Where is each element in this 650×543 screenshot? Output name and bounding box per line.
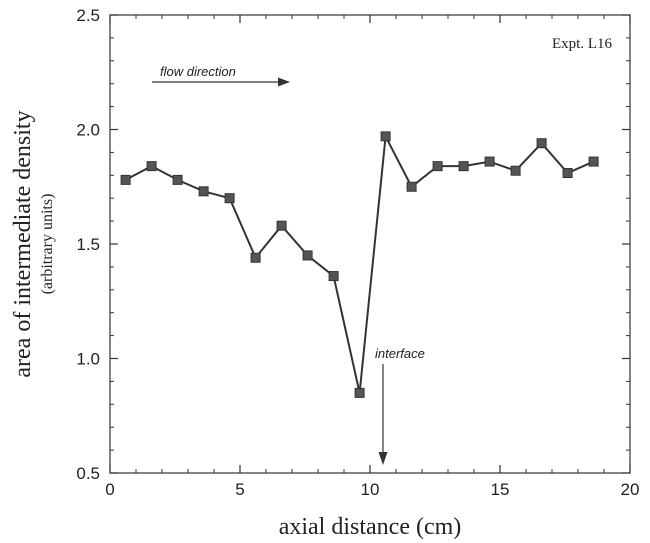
- flow-direction-label: flow direction: [160, 64, 236, 79]
- data-point: [536, 138, 547, 149]
- x-tick-label: 15: [491, 480, 510, 499]
- data-point: [328, 271, 339, 282]
- x-axis-title: axial distance (cm): [279, 514, 462, 540]
- data-point: [250, 252, 261, 263]
- data-point: [224, 193, 235, 204]
- data-point: [380, 131, 391, 142]
- data-point: [276, 220, 287, 231]
- x-tick-label: 0: [105, 480, 114, 499]
- y-axis-title: area of intermediate density: [10, 110, 36, 377]
- y-tick-label: 0.5: [76, 464, 100, 483]
- tick-labels: 0 5 10 15 20 0.5 1.0 1.5 2.0 2.5: [76, 6, 639, 499]
- series-markers: [120, 131, 599, 398]
- flow-direction-arrowhead: [278, 77, 290, 87]
- x-tick-label: 20: [621, 480, 640, 499]
- series-line: [125, 132, 595, 394]
- plot-frame: [109, 14, 631, 474]
- y-tick-label: 1.5: [76, 235, 100, 254]
- interface-arrowhead: [378, 452, 388, 465]
- interface-label: interface: [375, 346, 425, 361]
- y-tick-label: 2.0: [76, 121, 100, 140]
- data-point: [458, 161, 469, 172]
- data-point: [354, 387, 365, 398]
- y-axis-subtitle: (arbitrary units): [39, 194, 56, 295]
- experiment-label: Expt. L16: [552, 36, 612, 52]
- data-point: [302, 250, 313, 261]
- data-point: [510, 165, 521, 176]
- data-point: [198, 186, 209, 197]
- data-point: [588, 156, 599, 167]
- x-tick-label: 10: [361, 480, 380, 499]
- x-tick-label: 5: [235, 480, 244, 499]
- y-tick-label: 2.5: [76, 6, 100, 25]
- data-point: [172, 174, 183, 185]
- data-point: [484, 156, 495, 167]
- data-point: [146, 161, 157, 172]
- data-point: [432, 161, 443, 172]
- ticks: [109, 14, 631, 474]
- data-point: [120, 174, 131, 185]
- y-tick-label: 1.0: [76, 350, 100, 369]
- data-point: [406, 181, 417, 192]
- data-point: [562, 168, 573, 179]
